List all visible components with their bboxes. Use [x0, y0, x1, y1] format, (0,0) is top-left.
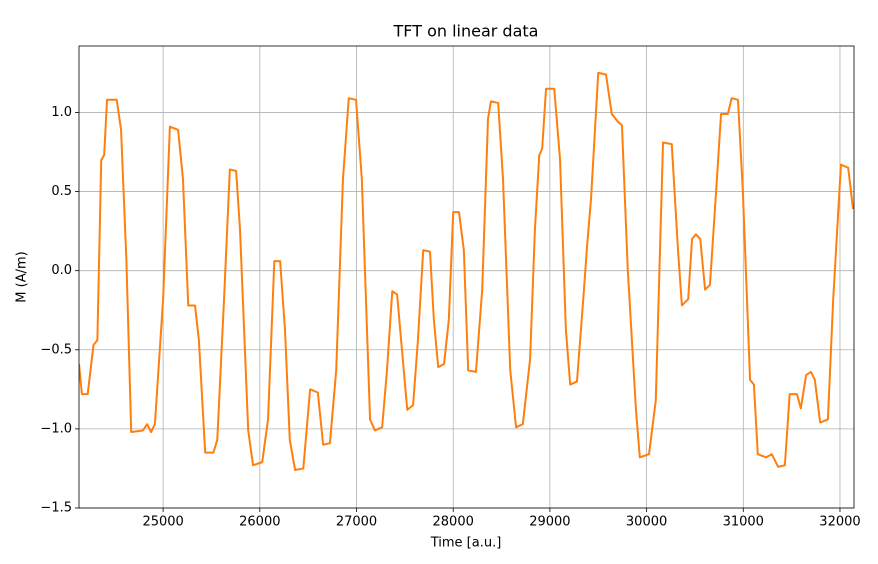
y-tick-label: 0.5	[51, 184, 72, 199]
x-tick-label: 29000	[529, 515, 570, 530]
x-axis-label: Time [a.u.]	[430, 536, 502, 551]
data-line	[79, 71, 854, 472]
x-tick-label: 30000	[626, 515, 667, 530]
y-tick-label: 1.0	[51, 105, 72, 120]
x-tick-label: 26000	[239, 515, 280, 530]
chart-title: TFT on linear data	[393, 22, 539, 41]
y-tick-label: −1.5	[40, 501, 72, 516]
y-tick-label: −1.0	[40, 421, 72, 436]
x-tick-label: 31000	[723, 515, 764, 530]
y-tick-label: −0.5	[40, 342, 72, 357]
y-axis-label: M (A/m)	[15, 251, 30, 302]
x-tick-label: 28000	[433, 515, 474, 530]
x-tick-label: 32000	[819, 515, 860, 530]
x-tick-label: 25000	[142, 515, 183, 530]
y-tick-label: 0.0	[51, 263, 72, 278]
x-tick-label: 27000	[336, 515, 377, 530]
plot-frame	[78, 45, 855, 509]
